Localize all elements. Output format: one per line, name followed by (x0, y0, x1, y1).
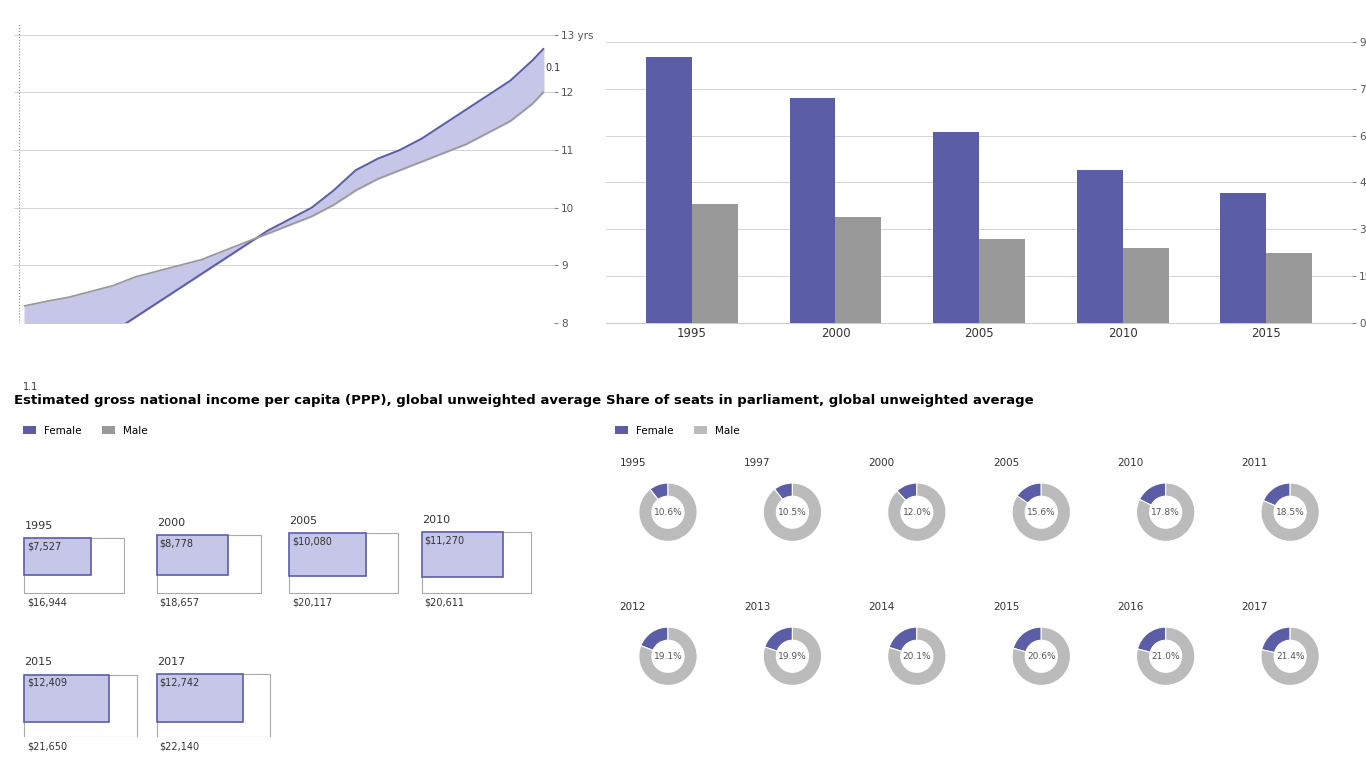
Wedge shape (639, 483, 697, 541)
Bar (836, 217, 881, 323)
Bar (157, 535, 261, 593)
Wedge shape (775, 483, 792, 499)
Text: 19.9%: 19.9% (779, 652, 807, 660)
Wedge shape (889, 627, 917, 651)
Text: 2017: 2017 (1242, 602, 1268, 612)
Text: 2010: 2010 (422, 515, 449, 525)
Text: 2014: 2014 (869, 602, 895, 612)
Wedge shape (639, 627, 697, 685)
Bar (422, 532, 531, 593)
Text: 10.5%: 10.5% (779, 508, 807, 517)
Text: 20.1%: 20.1% (903, 652, 932, 660)
Text: 12.0%: 12.0% (903, 508, 932, 517)
Wedge shape (1014, 627, 1041, 652)
Wedge shape (764, 627, 821, 685)
Bar (693, 204, 738, 323)
Text: 2013: 2013 (744, 602, 770, 612)
Text: 19.1%: 19.1% (653, 652, 683, 660)
Text: $10,080: $10,080 (292, 536, 332, 546)
Bar (1220, 194, 1266, 323)
Text: 2010: 2010 (1117, 458, 1143, 468)
Wedge shape (1261, 627, 1320, 685)
Text: 1995: 1995 (25, 521, 53, 531)
Text: Share of seats in parliament, global unweighted average: Share of seats in parliament, global unw… (605, 394, 1034, 407)
Text: 2005: 2005 (993, 458, 1019, 468)
Wedge shape (1137, 483, 1195, 541)
Text: 21.0%: 21.0% (1152, 652, 1180, 660)
Bar (290, 533, 366, 576)
Legend: Female, Male: Female, Male (611, 422, 744, 440)
Wedge shape (1012, 627, 1071, 685)
Text: 0.1: 0.1 (545, 63, 560, 73)
Text: $20,117: $20,117 (292, 598, 332, 607)
Bar (157, 674, 270, 737)
Bar (933, 132, 979, 323)
Text: $8,778: $8,778 (160, 538, 194, 548)
Wedge shape (764, 483, 821, 541)
Text: 2015: 2015 (25, 657, 53, 667)
Text: Estimated gross national income per capita (PPP), global unweighted average: Estimated gross national income per capi… (14, 394, 601, 407)
Text: 15.6%: 15.6% (1027, 508, 1056, 517)
Wedge shape (1018, 483, 1041, 503)
Text: 2015: 2015 (993, 602, 1019, 612)
Text: 10.6%: 10.6% (653, 508, 683, 517)
Text: 2000: 2000 (869, 458, 895, 468)
Wedge shape (1264, 483, 1290, 506)
Bar (25, 675, 109, 722)
Text: $21,650: $21,650 (27, 742, 67, 752)
Text: $18,657: $18,657 (160, 598, 199, 607)
Text: $12,409: $12,409 (27, 678, 67, 688)
Wedge shape (1138, 627, 1165, 652)
Text: 20.6%: 20.6% (1027, 652, 1056, 660)
Wedge shape (1261, 483, 1320, 541)
Wedge shape (1262, 627, 1290, 653)
Bar (1123, 248, 1168, 323)
Wedge shape (641, 627, 668, 650)
Bar (157, 535, 228, 575)
Wedge shape (888, 483, 947, 541)
Wedge shape (650, 483, 668, 499)
Bar (25, 675, 137, 737)
Legend: Female, Male: Female, Male (19, 422, 152, 440)
Bar (290, 533, 398, 593)
Wedge shape (897, 483, 917, 501)
Text: 2017: 2017 (157, 657, 186, 667)
Bar (1076, 170, 1123, 323)
Text: 18.5%: 18.5% (1276, 508, 1305, 517)
Text: 2012: 2012 (620, 602, 646, 612)
Text: 2016: 2016 (1117, 602, 1143, 612)
Bar (25, 538, 90, 574)
Text: 1995: 1995 (620, 458, 646, 468)
Bar (1266, 253, 1313, 323)
Text: $12,742: $12,742 (160, 677, 199, 687)
Wedge shape (1012, 483, 1071, 541)
Wedge shape (888, 627, 947, 685)
Text: 17.8%: 17.8% (1152, 508, 1180, 517)
Text: 2005: 2005 (290, 515, 317, 525)
Wedge shape (1137, 627, 1195, 685)
Text: $16,944: $16,944 (27, 598, 67, 607)
Legend: Least developed countries, World: Least developed countries, World (611, 0, 850, 5)
Text: $20,611: $20,611 (425, 598, 464, 607)
Text: 2000: 2000 (157, 518, 184, 528)
Text: $22,140: $22,140 (160, 742, 199, 752)
Text: $7,527: $7,527 (27, 541, 61, 551)
Bar (157, 674, 243, 722)
Bar (790, 98, 836, 323)
Text: $11,270: $11,270 (425, 535, 464, 545)
Wedge shape (1139, 483, 1165, 505)
Bar (646, 58, 693, 323)
Bar (422, 532, 503, 578)
Bar (979, 239, 1024, 323)
Legend: Female, Male: Female, Male (19, 0, 152, 5)
Text: 1997: 1997 (744, 458, 770, 468)
Text: 1.1: 1.1 (22, 382, 38, 392)
Text: 21.4%: 21.4% (1276, 652, 1305, 660)
Wedge shape (765, 627, 792, 651)
Text: 2011: 2011 (1242, 458, 1268, 468)
Bar (25, 538, 124, 593)
